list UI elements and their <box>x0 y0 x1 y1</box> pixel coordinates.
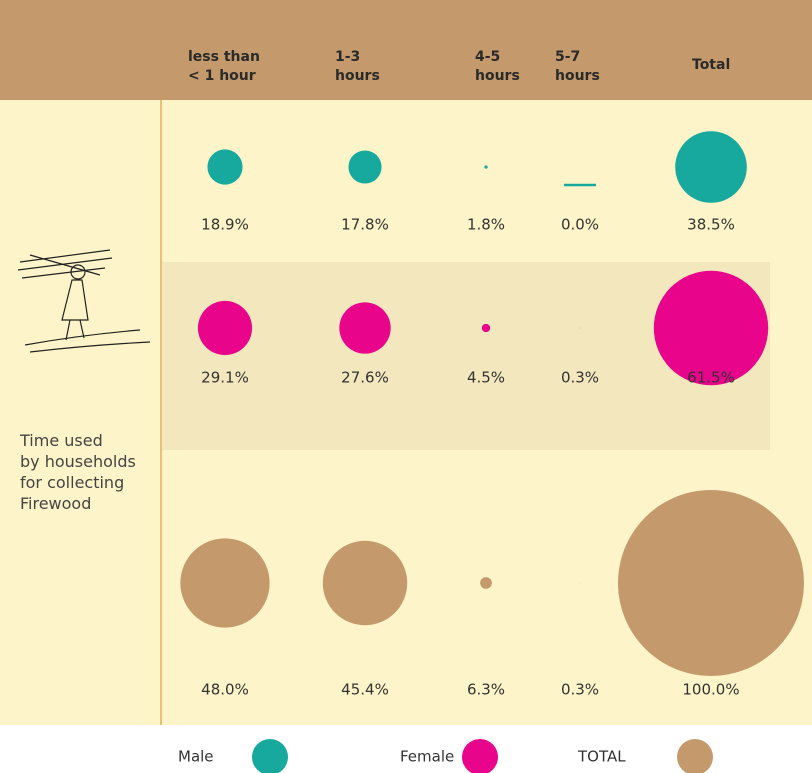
bubble <box>618 490 804 676</box>
bubble <box>197 300 253 356</box>
firewood-illustration <box>17 249 151 353</box>
value-label: 0.3% <box>561 681 599 699</box>
bubble <box>207 149 243 185</box>
value-label: 29.1% <box>201 369 249 387</box>
column-header: 1-3 hours <box>335 49 380 84</box>
value-label: 48.0% <box>201 681 249 699</box>
column-header: Total <box>692 57 731 73</box>
bubble <box>348 150 382 184</box>
bubble <box>180 538 270 628</box>
legend-swatch <box>462 739 498 773</box>
column-header: 5-7 hours <box>555 49 600 84</box>
column-header: less than < 1 hour <box>188 49 260 84</box>
legend-label: Male <box>178 748 214 766</box>
legend-swatch <box>677 739 713 773</box>
value-label: 1.8% <box>467 216 505 234</box>
side-label: Time used by households for collecting F… <box>20 431 136 513</box>
bubble <box>653 270 769 386</box>
value-label: 18.9% <box>201 216 249 234</box>
bubble <box>322 540 408 626</box>
bubble <box>339 302 391 354</box>
value-label: 0.0% <box>561 216 599 234</box>
bubble <box>480 577 492 589</box>
value-label: 61.5% <box>687 369 735 387</box>
value-label: 0.3% <box>561 369 599 387</box>
column-header: 4-5 hours <box>475 49 520 84</box>
legend-label: Female <box>400 748 454 766</box>
bubble <box>675 131 747 203</box>
value-label: 38.5% <box>687 216 735 234</box>
header-band <box>0 0 812 100</box>
bubble <box>484 165 488 169</box>
legend-label: TOTAL <box>577 748 626 766</box>
bubble <box>579 327 581 329</box>
value-label: 100.0% <box>682 681 739 699</box>
bubble <box>579 582 581 584</box>
legend-swatch <box>252 739 288 773</box>
value-label: 4.5% <box>467 369 505 387</box>
value-label: 17.8% <box>341 216 389 234</box>
bubble <box>481 323 491 333</box>
value-label: 6.3% <box>467 681 505 699</box>
value-label: 27.6% <box>341 369 389 387</box>
value-label: 45.4% <box>341 681 389 699</box>
